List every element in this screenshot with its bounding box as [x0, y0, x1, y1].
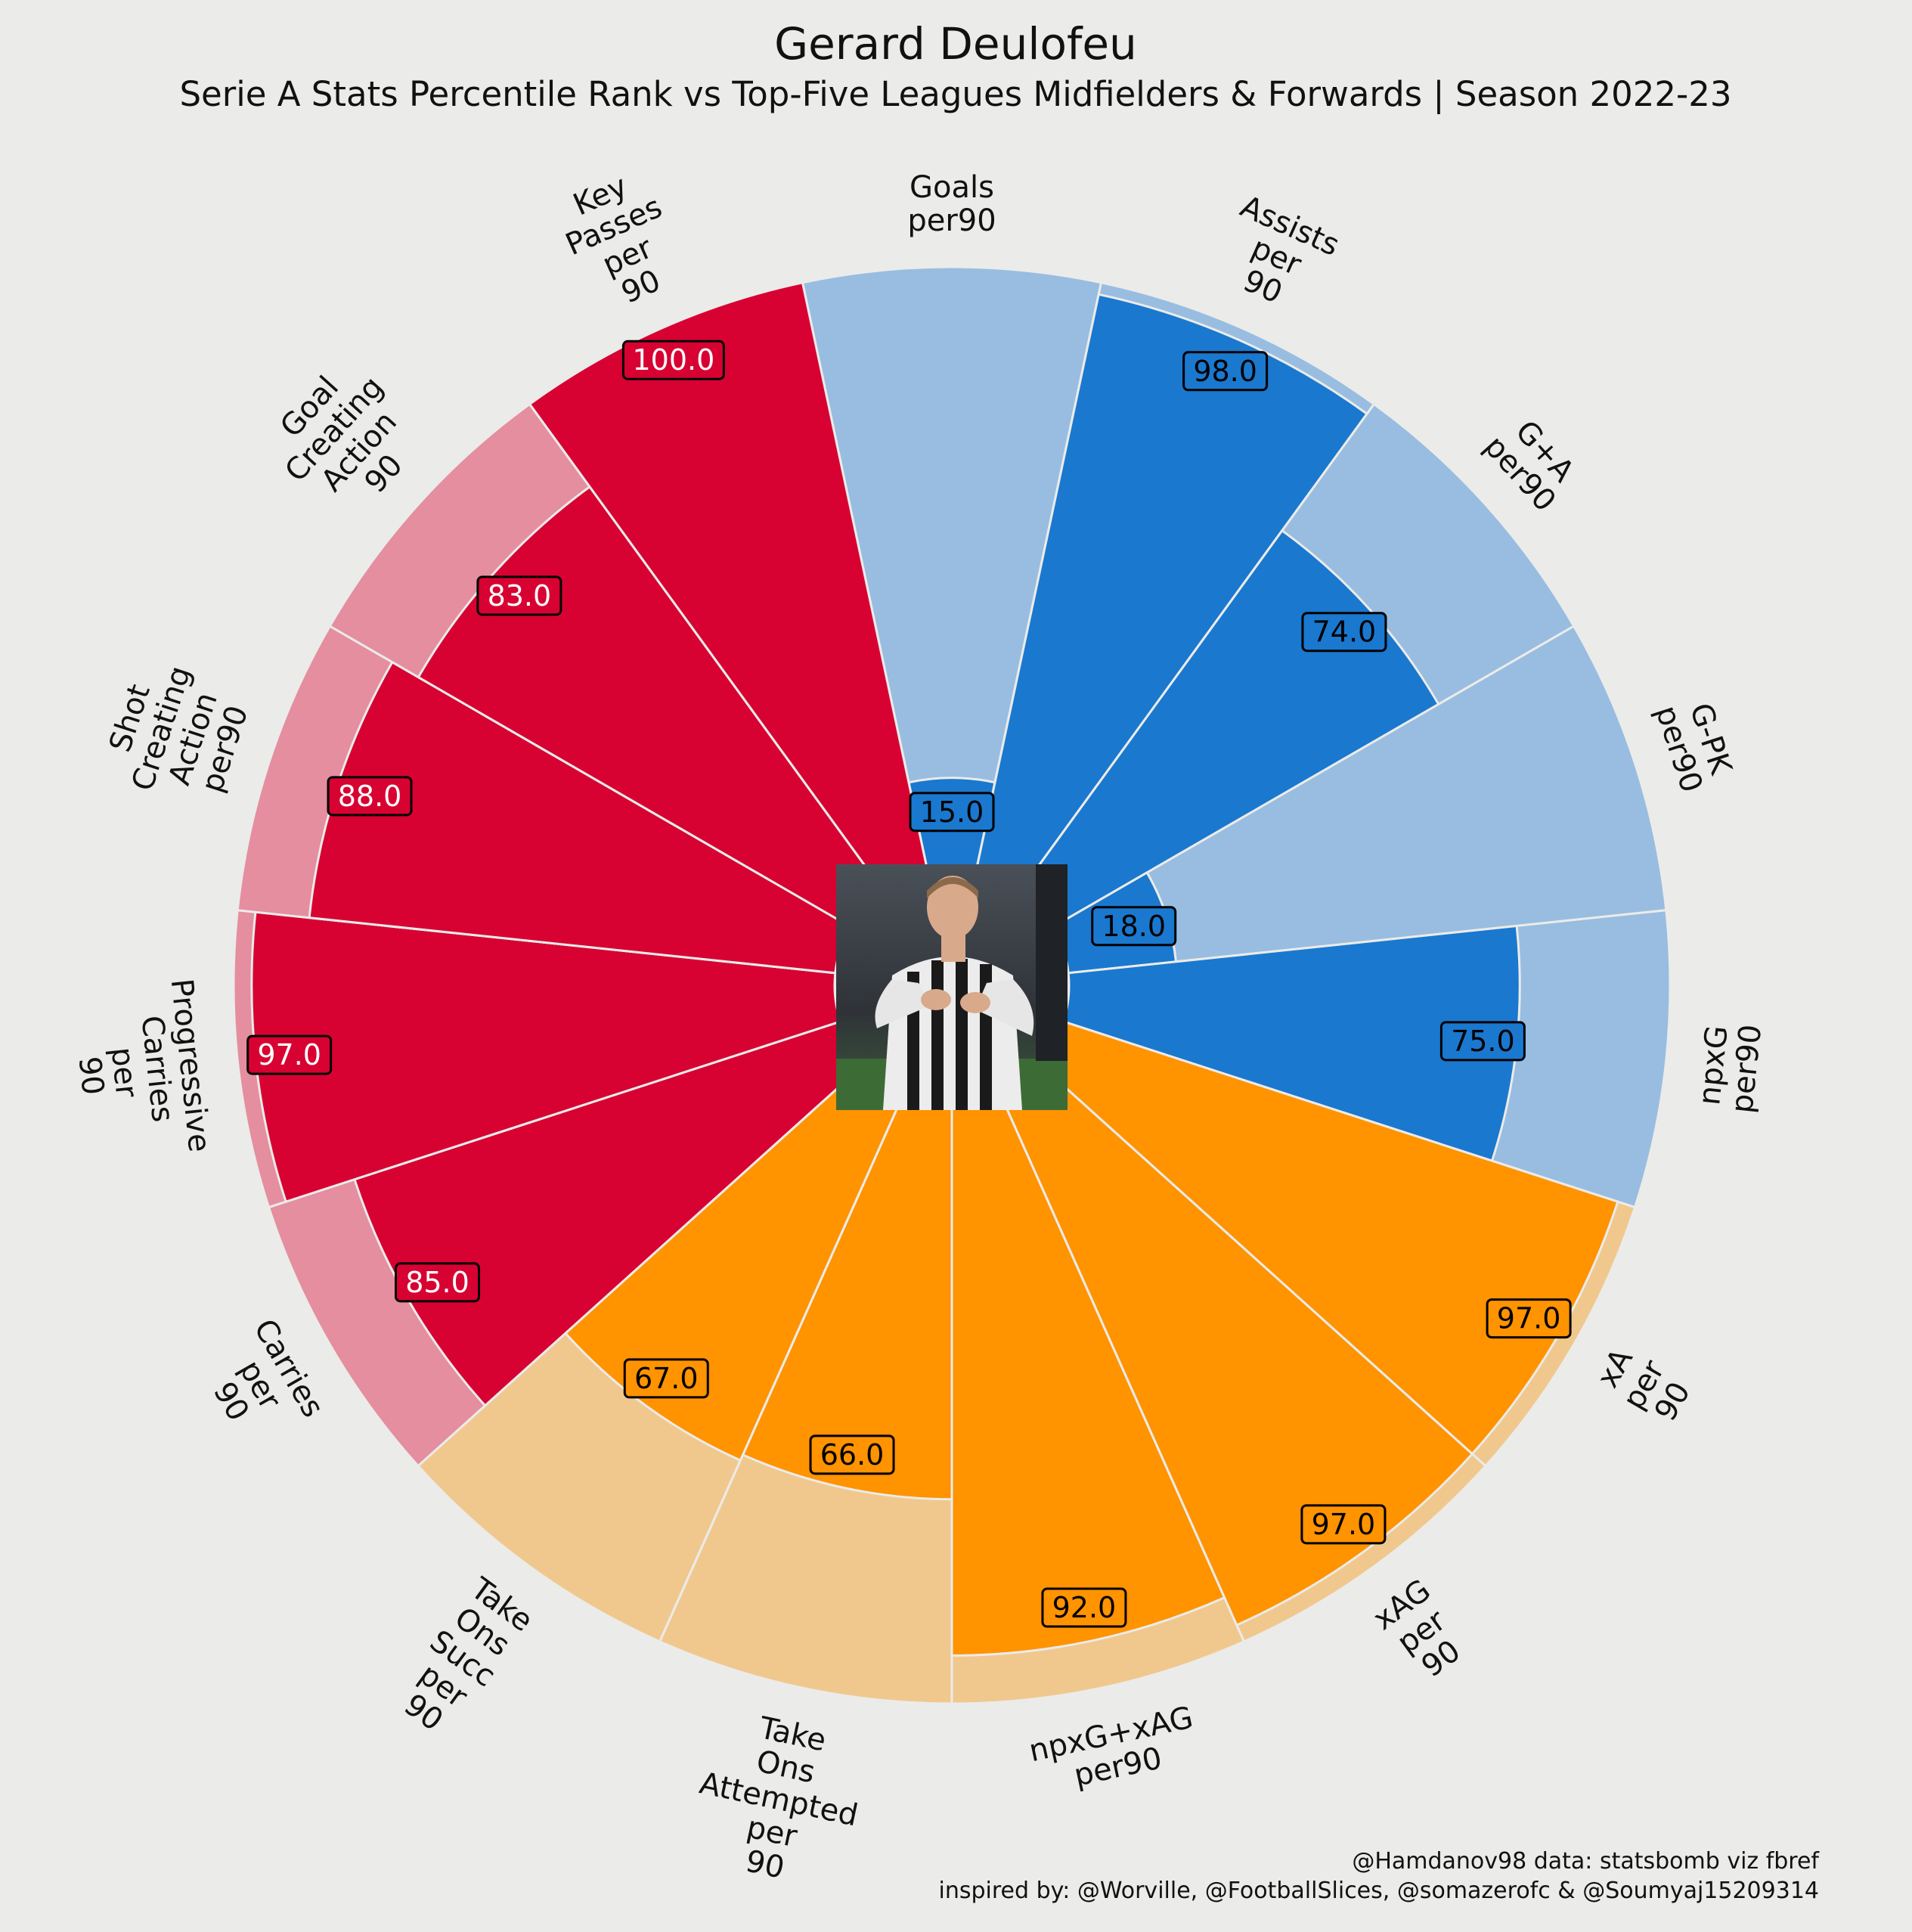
- value-box: [476, 575, 562, 616]
- value-box: [621, 340, 725, 380]
- value-label-progressive-carries-per-90: 97.0: [246, 1034, 333, 1075]
- value-label-shot-creating-action-per90: 88.0: [327, 776, 413, 817]
- param-label-key-passes-per-90: KeyPassesper90: [547, 160, 695, 324]
- param-label-line: per90: [907, 203, 996, 238]
- value-label-g-pk-per90: 18.0: [1091, 906, 1177, 947]
- value-label-xa-per-90: 97.0: [1486, 1298, 1572, 1339]
- slice-progressive-carries-per-90: [250, 910, 842, 1204]
- value-box: [1091, 906, 1177, 947]
- param-label-xa-per-90: xAper90: [1588, 1338, 1701, 1432]
- value-label-take-ons-succ-per-90: 67.0: [623, 1358, 709, 1399]
- param-label-shot-creating-action-per90: ShotCreatingActionper90: [94, 652, 262, 816]
- value-text: 15.0: [920, 795, 984, 829]
- value-box: [809, 1434, 895, 1475]
- value-text: 97.0: [1497, 1302, 1561, 1335]
- param-label-goal-creating-action-90: GoalCreatingAction90: [254, 348, 440, 534]
- param-label-carries-per-90: Carriesper90: [189, 1313, 330, 1456]
- value-text: 92.0: [1052, 1591, 1117, 1624]
- param-label-line: 90: [72, 1055, 110, 1096]
- value-label-xag-per-90: 97.0: [1300, 1504, 1387, 1545]
- value-box: [1486, 1298, 1572, 1339]
- param-label-line: per: [104, 1046, 144, 1099]
- param-label-goals-per90: Goals per90: [907, 170, 996, 238]
- param-label-xag-per-90: xAGper90: [1367, 1573, 1477, 1691]
- chart-title: Gerard Deulofeu: [774, 18, 1137, 70]
- param-label-g-a-per90: G+Aper90: [1477, 407, 1587, 518]
- value-box: [1041, 1587, 1127, 1628]
- value-text: 97.0: [1312, 1508, 1376, 1541]
- value-box: [1300, 1504, 1387, 1545]
- value-text: 100.0: [633, 343, 715, 377]
- parameter-labels: Goals per90 Assistsper90G+Aper90G-PKper90n…: [64, 160, 1768, 1898]
- value-box: [395, 1262, 481, 1303]
- param-label-line: 90: [742, 1844, 787, 1886]
- param-label-take-ons-attempted-per-90: TakeOnsAttemptedper90: [683, 1701, 875, 1898]
- value-label-npxg-xag-per90: 92.0: [1041, 1587, 1127, 1628]
- value-text: 67.0: [634, 1362, 699, 1395]
- value-label-npxg-per90: 75.0: [1439, 1021, 1526, 1062]
- chart-subtitle: Serie A Stats Percentile Rank vs Top-Fiv…: [179, 74, 1731, 114]
- slice-npxg-per90: [1061, 924, 1521, 1163]
- value-text: 66.0: [820, 1438, 885, 1471]
- value-text: 18.0: [1102, 910, 1166, 943]
- value-label-goals-per90: 15.0: [909, 792, 995, 833]
- param-label-line: Goals: [910, 170, 994, 205]
- value-box: [1439, 1021, 1526, 1062]
- param-label-take-ons-succ-per-90: TakeOnsSuccper90: [384, 1570, 541, 1747]
- value-label-g-a-per90: 74.0: [1301, 612, 1387, 653]
- param-label-npxg-xag-per90: npxG+xAGper90: [1026, 1700, 1203, 1801]
- value-text: 98.0: [1193, 355, 1257, 388]
- value-box: [246, 1034, 333, 1075]
- value-box: [327, 776, 413, 817]
- player-photo: [836, 864, 1068, 1110]
- slices-layer: [232, 265, 1672, 1705]
- param-label-npxg-per90: npxGper90: [1691, 1019, 1768, 1115]
- credit-line-2: inspired by: @Worville, @FootballSlices,…: [939, 1878, 1819, 1904]
- value-text: 97.0: [257, 1038, 321, 1071]
- value-text: 74.0: [1312, 616, 1377, 649]
- value-box: [1182, 351, 1269, 392]
- value-label-goal-creating-action-90: 83.0: [476, 575, 562, 616]
- value-text: 83.0: [488, 579, 552, 612]
- value-text: 85.0: [405, 1266, 469, 1299]
- value-labels: 15.0 98.0 74.0 18.0 75.0 97.0 97.0 92.0 66.0 67.0…: [246, 340, 1572, 1628]
- value-box: [623, 1358, 709, 1399]
- value-label-take-ons-attempted-per-90: 66.0: [809, 1434, 895, 1475]
- value-text: 88.0: [338, 780, 402, 813]
- credit-line-1: @Hamdanov98 data: statsbomb viz fbref: [1352, 1848, 1820, 1875]
- value-label-carries-per-90: 85.0: [395, 1262, 481, 1303]
- param-label-progressive-carries-per-90: ProgressiveCarriesper90: [64, 977, 216, 1164]
- param-label-g-pk-per90: G-PKper90: [1649, 691, 1741, 796]
- value-label-assists-per-90: 98.0: [1182, 351, 1269, 392]
- value-box: [1301, 612, 1387, 653]
- value-label-key-passes-per-90: 100.0: [621, 340, 725, 380]
- value-text: 75.0: [1451, 1025, 1515, 1058]
- param-label-line: npxG: [1692, 1024, 1735, 1107]
- param-label-assists-per-90: Assistsper90: [1208, 189, 1344, 324]
- value-box: [909, 792, 995, 833]
